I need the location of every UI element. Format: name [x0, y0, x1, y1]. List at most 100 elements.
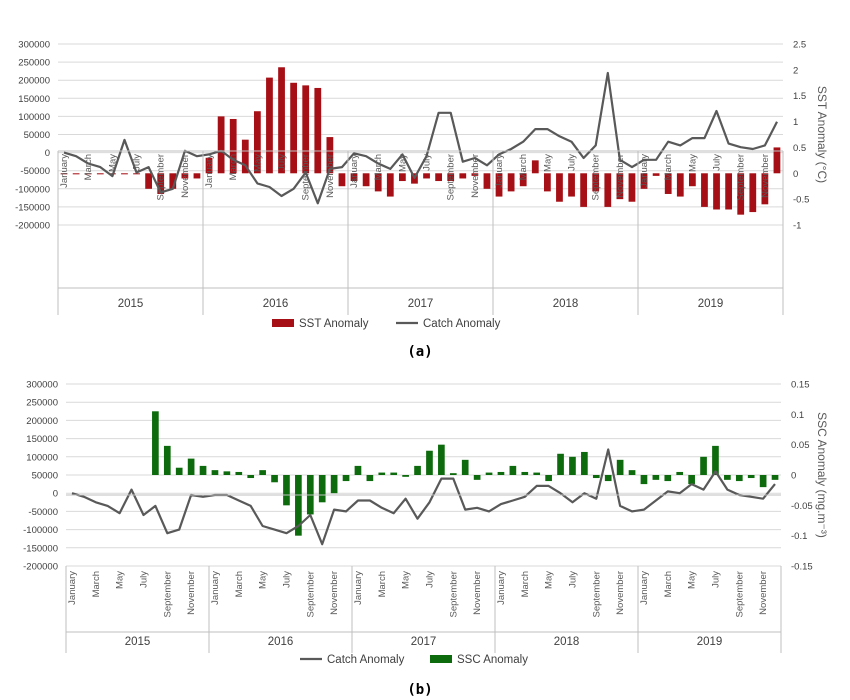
month-tick-label: November: [615, 154, 626, 198]
bar-sst-anomaly: [157, 173, 165, 194]
month-tick-label: September: [162, 571, 173, 617]
month-tick-label: May: [544, 571, 555, 589]
bar-sst-anomaly: [483, 173, 491, 189]
bar-sst-anomaly: [423, 173, 430, 179]
month-tick-label: January: [496, 571, 507, 605]
bar-ssc-anomaly: [378, 472, 386, 475]
bar-ssc-anomaly: [569, 456, 576, 475]
right-tick-label: 2: [793, 65, 798, 76]
bar-ssc-anomaly: [640, 475, 648, 485]
left-tick-label: 300000: [18, 40, 50, 51]
year-label: 2018: [553, 298, 579, 310]
month-tick-label: July: [712, 154, 723, 171]
bar-sst-anomaly: [266, 77, 273, 174]
bar-sst-anomaly: [580, 173, 588, 207]
chart-a-year-labels: 2015 2016 2017 2018 2019: [57, 151, 784, 315]
month-tick-label: March: [518, 154, 529, 180]
month-tick-label: January: [67, 571, 78, 605]
left-tick-label: 50000: [24, 130, 50, 141]
bar-ssc-anomaly: [163, 445, 171, 475]
right-tick-label: -1: [793, 221, 801, 232]
month-tick-label: July: [281, 571, 292, 588]
month-tick-label: November: [615, 571, 626, 615]
bar-sst-anomaly: [568, 173, 575, 197]
bar-ssc-anomaly: [414, 465, 421, 475]
bar-sst-anomaly: [725, 173, 733, 210]
bar-ssc-anomaly: [152, 411, 159, 475]
bar-ssc-anomaly: [771, 475, 779, 480]
legend-swatch-bar: [272, 319, 294, 327]
left-tick-label: -150000: [23, 543, 58, 554]
month-tick-label: May: [252, 154, 263, 172]
bar-sst-anomaly: [193, 173, 201, 179]
month-tick-label: May: [401, 571, 412, 589]
month-tick-label: May: [397, 154, 408, 172]
month-tick-label: July: [567, 571, 578, 588]
chart-b-left-axis: 300000 250000 200000 150000 100000 50000 0 -500…: [23, 380, 58, 573]
left-tick-label: -50000: [20, 166, 50, 177]
bar-sst-anomaly: [145, 173, 153, 189]
bar-sst-anomaly: [169, 173, 177, 189]
month-tick-label: September: [305, 571, 316, 617]
bar-ssc-anomaly: [235, 471, 243, 475]
left-tick-label: 200000: [26, 416, 58, 427]
bar-ssc-anomaly: [390, 472, 398, 475]
year-label: 2016: [263, 298, 289, 310]
bar-sst-anomaly: [278, 67, 285, 174]
month-tick-label: January: [204, 154, 215, 188]
month-tick-label: July: [132, 154, 143, 171]
bar-ssc-anomaly: [688, 475, 695, 485]
bar-sst-anomaly: [241, 139, 249, 174]
bar-ssc-anomaly: [664, 475, 672, 482]
bar-sst-anomaly: [761, 173, 769, 205]
bar-ssc-anomaly: [485, 472, 493, 475]
left-tick-label: -100000: [23, 525, 58, 536]
bar-ssc-anomaly: [521, 471, 529, 475]
bar-sst-anomaly: [60, 173, 68, 175]
bar-sst-anomaly: [628, 173, 636, 202]
year-label: 2016: [268, 636, 294, 648]
bar-sst-anomaly: [495, 173, 503, 197]
right-tick-label: -0.1: [791, 531, 807, 542]
month-tick-label: September: [591, 154, 602, 200]
month-tick-label: November: [180, 154, 191, 198]
month-tick-label: January: [353, 571, 364, 605]
month-tick-label: May: [687, 571, 698, 589]
bar-ssc-anomaly: [223, 471, 231, 475]
bar-sst-anomaly: [616, 173, 624, 200]
bar-ssc-anomaly: [545, 475, 552, 482]
left-tick-label: 250000: [26, 398, 58, 409]
chart-a-legend: SST Anomaly Catch Anomaly: [272, 318, 501, 330]
bar-ssc-anomaly: [438, 444, 445, 475]
bar-sst-anomaly: [652, 173, 660, 176]
left-tick-label: -50000: [28, 507, 58, 518]
month-tick-label: July: [277, 154, 288, 171]
bar-ssc-anomaly: [211, 470, 219, 475]
bar-sst-anomaly: [688, 173, 696, 187]
month-tick-label: May: [542, 154, 553, 172]
bar-ssc-anomaly: [318, 475, 326, 503]
chart-b-right-axis: 0.15 0.1 0.05 0 -0.05 -0.1 -0.15 SSC Anomaly (m…: [791, 380, 829, 573]
month-tick-label: July: [710, 571, 721, 588]
bar-sst-anomaly: [217, 116, 225, 174]
left-tick-label: 200000: [18, 76, 50, 87]
month-tick-label: September: [301, 154, 312, 200]
bar-ssc-anomaly: [187, 458, 195, 475]
left-tick-label: 150000: [18, 94, 50, 105]
right-tick-label: 0.5: [793, 143, 806, 154]
year-label: 2017: [408, 298, 434, 310]
month-tick-label: March: [377, 571, 388, 597]
bar-sst-anomaly: [398, 173, 406, 182]
bar-sst-anomaly: [435, 173, 443, 182]
bar-ssc-anomaly: [366, 475, 374, 482]
bar-ssc-anomaly: [604, 475, 612, 482]
bar-sst-anomaly: [133, 173, 140, 175]
chart-b-legend: Catch Anomaly SSC Anomaly: [300, 654, 528, 666]
bar-sst-anomaly: [507, 173, 515, 192]
month-tick-label: January: [639, 154, 650, 188]
right-tick-label: 1: [793, 117, 798, 128]
month-tick-label: January: [59, 154, 70, 188]
bar-ssc-anomaly: [700, 456, 707, 475]
bar-ssc-anomaly: [616, 459, 624, 475]
